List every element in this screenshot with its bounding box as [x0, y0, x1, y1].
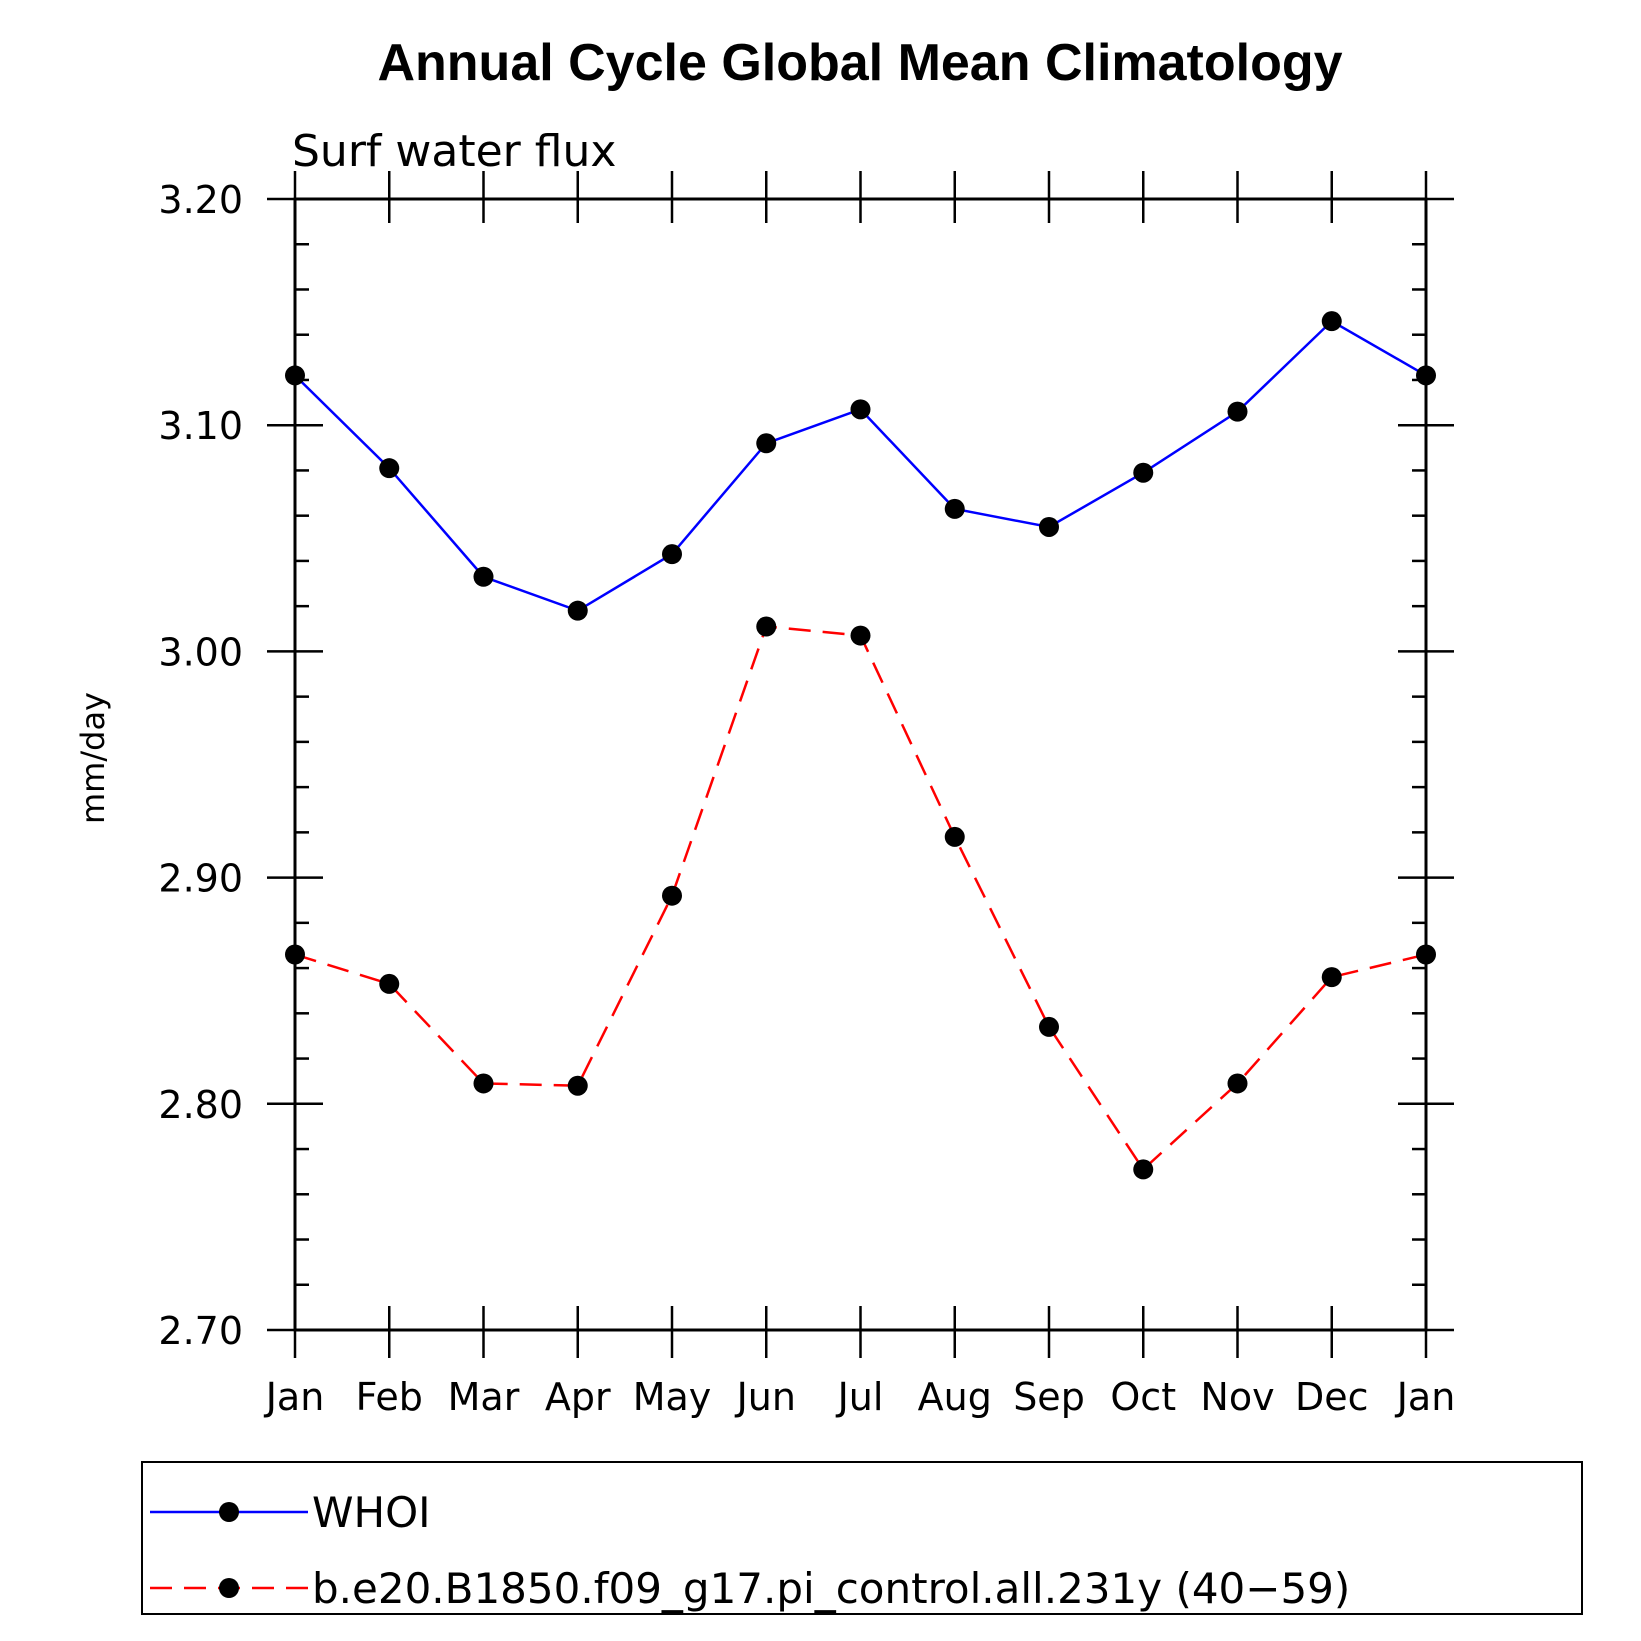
legend: WHOI b.e20.B1850.f09_g17.pi_control.all.2…	[141, 1461, 1583, 1615]
data-point	[285, 944, 305, 965]
series-layer	[285, 311, 1436, 1180]
data-point	[1321, 967, 1342, 988]
y-tick-label: 3.20	[158, 178, 243, 222]
chart-title: Annual Cycle Global Mean Climatology	[377, 34, 1342, 92]
y-axis-ticks: 2.70 2.80 2.90 3.00 3.10 3.20	[158, 178, 1454, 1353]
data-point	[850, 399, 871, 420]
data-point	[850, 625, 871, 646]
x-tick-label: Nov	[1200, 1375, 1274, 1419]
data-point	[1321, 311, 1342, 332]
x-tick-label: Jul	[836, 1375, 884, 1419]
data-point	[756, 433, 777, 454]
x-axis-ticks: Jan Feb Mar Apr May Jun Jul Aug Sep Oct Nov Dec Jan	[264, 171, 1456, 1419]
y-axis-label: mm/day	[74, 692, 112, 824]
y-tick-label: 3.10	[158, 404, 243, 448]
x-tick-label: Mar	[448, 1375, 520, 1419]
x-tick-label: Oct	[1110, 1375, 1176, 1419]
series-line	[294, 625, 1427, 1172]
data-point	[1227, 401, 1248, 422]
data-point	[1133, 1159, 1154, 1180]
plot-frame	[293, 197, 1428, 1332]
y-tick-label: 2.80	[158, 1083, 243, 1127]
series-line	[294, 319, 1427, 613]
data-point	[379, 458, 400, 479]
x-tick-label: Jun	[735, 1375, 796, 1419]
chart-subtitle: Surf water flux	[292, 126, 616, 177]
data-point	[473, 1073, 494, 1094]
legend-box	[141, 1461, 1583, 1615]
data-point	[662, 885, 682, 906]
data-point	[379, 973, 400, 994]
data-point	[756, 616, 777, 637]
data-point	[1133, 462, 1154, 483]
series-2	[285, 616, 1436, 1180]
data-point	[1039, 516, 1059, 537]
plot-border	[293, 197, 1428, 1332]
data-point	[1039, 1016, 1059, 1037]
series-1	[285, 311, 1436, 621]
x-tick-label: Aug	[918, 1375, 992, 1419]
x-tick-label: Jan	[264, 1375, 325, 1419]
x-tick-label: Feb	[356, 1375, 423, 1419]
y-tick-label: 2.70	[158, 1309, 243, 1353]
data-point	[1416, 944, 1436, 965]
data-point	[567, 600, 588, 621]
legend-marker	[219, 1502, 239, 1522]
x-tick-label: Jan	[1395, 1375, 1456, 1419]
x-tick-label: Apr	[545, 1375, 611, 1419]
data-point	[567, 1075, 588, 1096]
data-point	[1416, 365, 1436, 386]
x-tick-label: May	[633, 1375, 712, 1419]
data-point	[1227, 1073, 1248, 1094]
legend-marker	[219, 1578, 239, 1598]
data-point	[473, 566, 494, 587]
x-tick-label: Sep	[1013, 1375, 1085, 1419]
data-point	[944, 498, 965, 519]
x-tick-label: Dec	[1295, 1375, 1369, 1419]
legend-label: WHOI	[312, 1488, 431, 1537]
y-tick-label: 3.00	[158, 630, 243, 674]
data-point	[662, 544, 682, 565]
y-tick-label: 2.90	[158, 857, 243, 901]
data-point	[285, 365, 305, 386]
legend-label: b.e20.B1850.f09_g17.pi_control.all.231y …	[312, 1564, 1350, 1613]
data-point	[944, 826, 965, 847]
